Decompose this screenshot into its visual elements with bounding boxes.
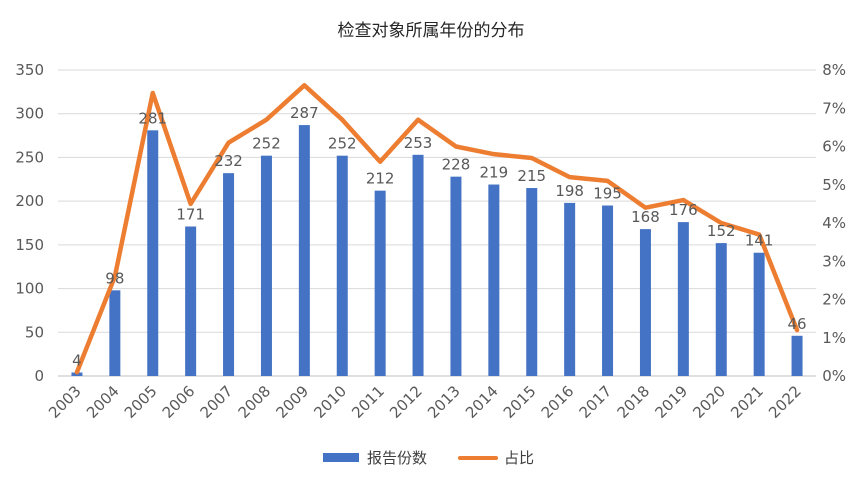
x-tick-label: 2019: [651, 382, 691, 422]
x-tick-label: 2005: [121, 382, 161, 422]
y-right-tick-label: 7%: [822, 99, 846, 117]
x-tick-label: 2016: [538, 382, 578, 422]
data-label: 253: [404, 134, 433, 152]
x-axis: 2003200420052006200720082009201020112012…: [45, 382, 805, 422]
data-label: 168: [631, 208, 660, 226]
y-left-tick-label: 350: [15, 61, 44, 79]
bar: [639, 229, 651, 376]
y-left-tick-label: 200: [15, 192, 44, 210]
x-tick-label: 2014: [462, 382, 502, 422]
bar: [753, 252, 765, 376]
bar: [109, 290, 121, 376]
y-right-tick-label: 6%: [822, 138, 846, 156]
data-label: 287: [290, 104, 319, 122]
data-label: 215: [517, 167, 546, 185]
y-left-tick-label: 0: [34, 367, 44, 385]
bar: [260, 155, 272, 376]
y-axis-right: 0% 1% 2% 3% 4% 5% 6% 7% 8%: [822, 61, 846, 385]
data-label: 252: [252, 135, 281, 153]
bar: [715, 243, 727, 376]
bar: [374, 190, 386, 376]
data-label: 219: [480, 164, 509, 182]
x-tick-label: 2003: [45, 382, 85, 422]
bar: [602, 205, 614, 376]
x-tick-label: 2004: [83, 382, 123, 422]
x-tick-label: 2018: [614, 382, 654, 422]
data-labels: 4 98 281 171 232 252 287 252 212 253 228 219 215 198 1…: [72, 104, 806, 369]
data-label: 232: [214, 152, 243, 170]
y-right-tick-label: 3%: [822, 252, 846, 270]
y-right-tick-label: 0%: [822, 367, 846, 385]
legend-label-line: 占比: [504, 449, 534, 467]
data-label: 252: [328, 135, 357, 153]
y-left-tick-label: 300: [15, 105, 44, 123]
y-left-tick-label: 50: [25, 323, 44, 341]
x-tick-label: 2017: [576, 382, 616, 422]
data-label: 195: [593, 185, 622, 203]
y-right-tick-label: 1%: [822, 329, 846, 347]
line-series: [74, 83, 800, 375]
data-label: 176: [669, 201, 698, 219]
data-label: 228: [442, 156, 471, 174]
x-tick-label: 2013: [424, 382, 464, 422]
legend-label-bar: 报告份数: [367, 449, 427, 467]
data-label: 141: [745, 232, 774, 250]
legend: 报告份数 占比: [323, 449, 534, 467]
x-tick-label: 2015: [500, 382, 540, 422]
y-left-tick-label: 100: [15, 280, 44, 298]
y-right-tick-label: 4%: [822, 214, 846, 232]
y-right-tick-label: 2%: [822, 291, 846, 309]
y-axis-left: 0 50 100 150 200 250 300 350: [15, 61, 44, 385]
bar: [298, 125, 310, 376]
data-label: 281: [138, 109, 167, 127]
bar: [791, 335, 803, 376]
y-left-tick-label: 150: [15, 236, 44, 254]
data-label: 98: [105, 269, 124, 287]
gridlines: [58, 69, 816, 377]
bar: [336, 155, 348, 376]
legend-swatch-bar: [323, 453, 359, 462]
bar: [488, 184, 500, 376]
data-label: 4: [72, 352, 82, 370]
data-label: 212: [366, 170, 395, 188]
y-left-tick-label: 250: [15, 148, 44, 166]
line-path: [74, 83, 800, 375]
x-tick-label: 2008: [235, 382, 275, 422]
bar: [450, 176, 462, 376]
bar: [185, 226, 197, 376]
x-tick-label: 2021: [727, 382, 767, 422]
x-tick-label: 2010: [310, 382, 350, 422]
bar: [526, 188, 538, 376]
x-tick-label: 2022: [765, 382, 805, 422]
data-label: 171: [176, 205, 205, 223]
x-tick-label: 2009: [272, 382, 312, 422]
x-tick-label: 2012: [386, 382, 426, 422]
x-tick-label: 2020: [689, 382, 729, 422]
bar: [564, 202, 576, 376]
y-right-tick-label: 8%: [822, 61, 846, 79]
bar: [147, 130, 159, 376]
x-tick-label: 2011: [348, 382, 388, 422]
data-label: 152: [707, 222, 736, 240]
bar: [223, 173, 235, 376]
bar-series: [71, 125, 803, 376]
data-label: 46: [788, 315, 807, 333]
y-right-tick-label: 5%: [822, 176, 846, 194]
x-tick-label: 2006: [159, 382, 199, 422]
data-label: 198: [555, 182, 584, 200]
chart-title: 检查对象所属年份的分布: [338, 21, 525, 41]
bar: [677, 222, 689, 376]
x-tick-label: 2007: [197, 382, 237, 422]
bar: [412, 154, 424, 376]
